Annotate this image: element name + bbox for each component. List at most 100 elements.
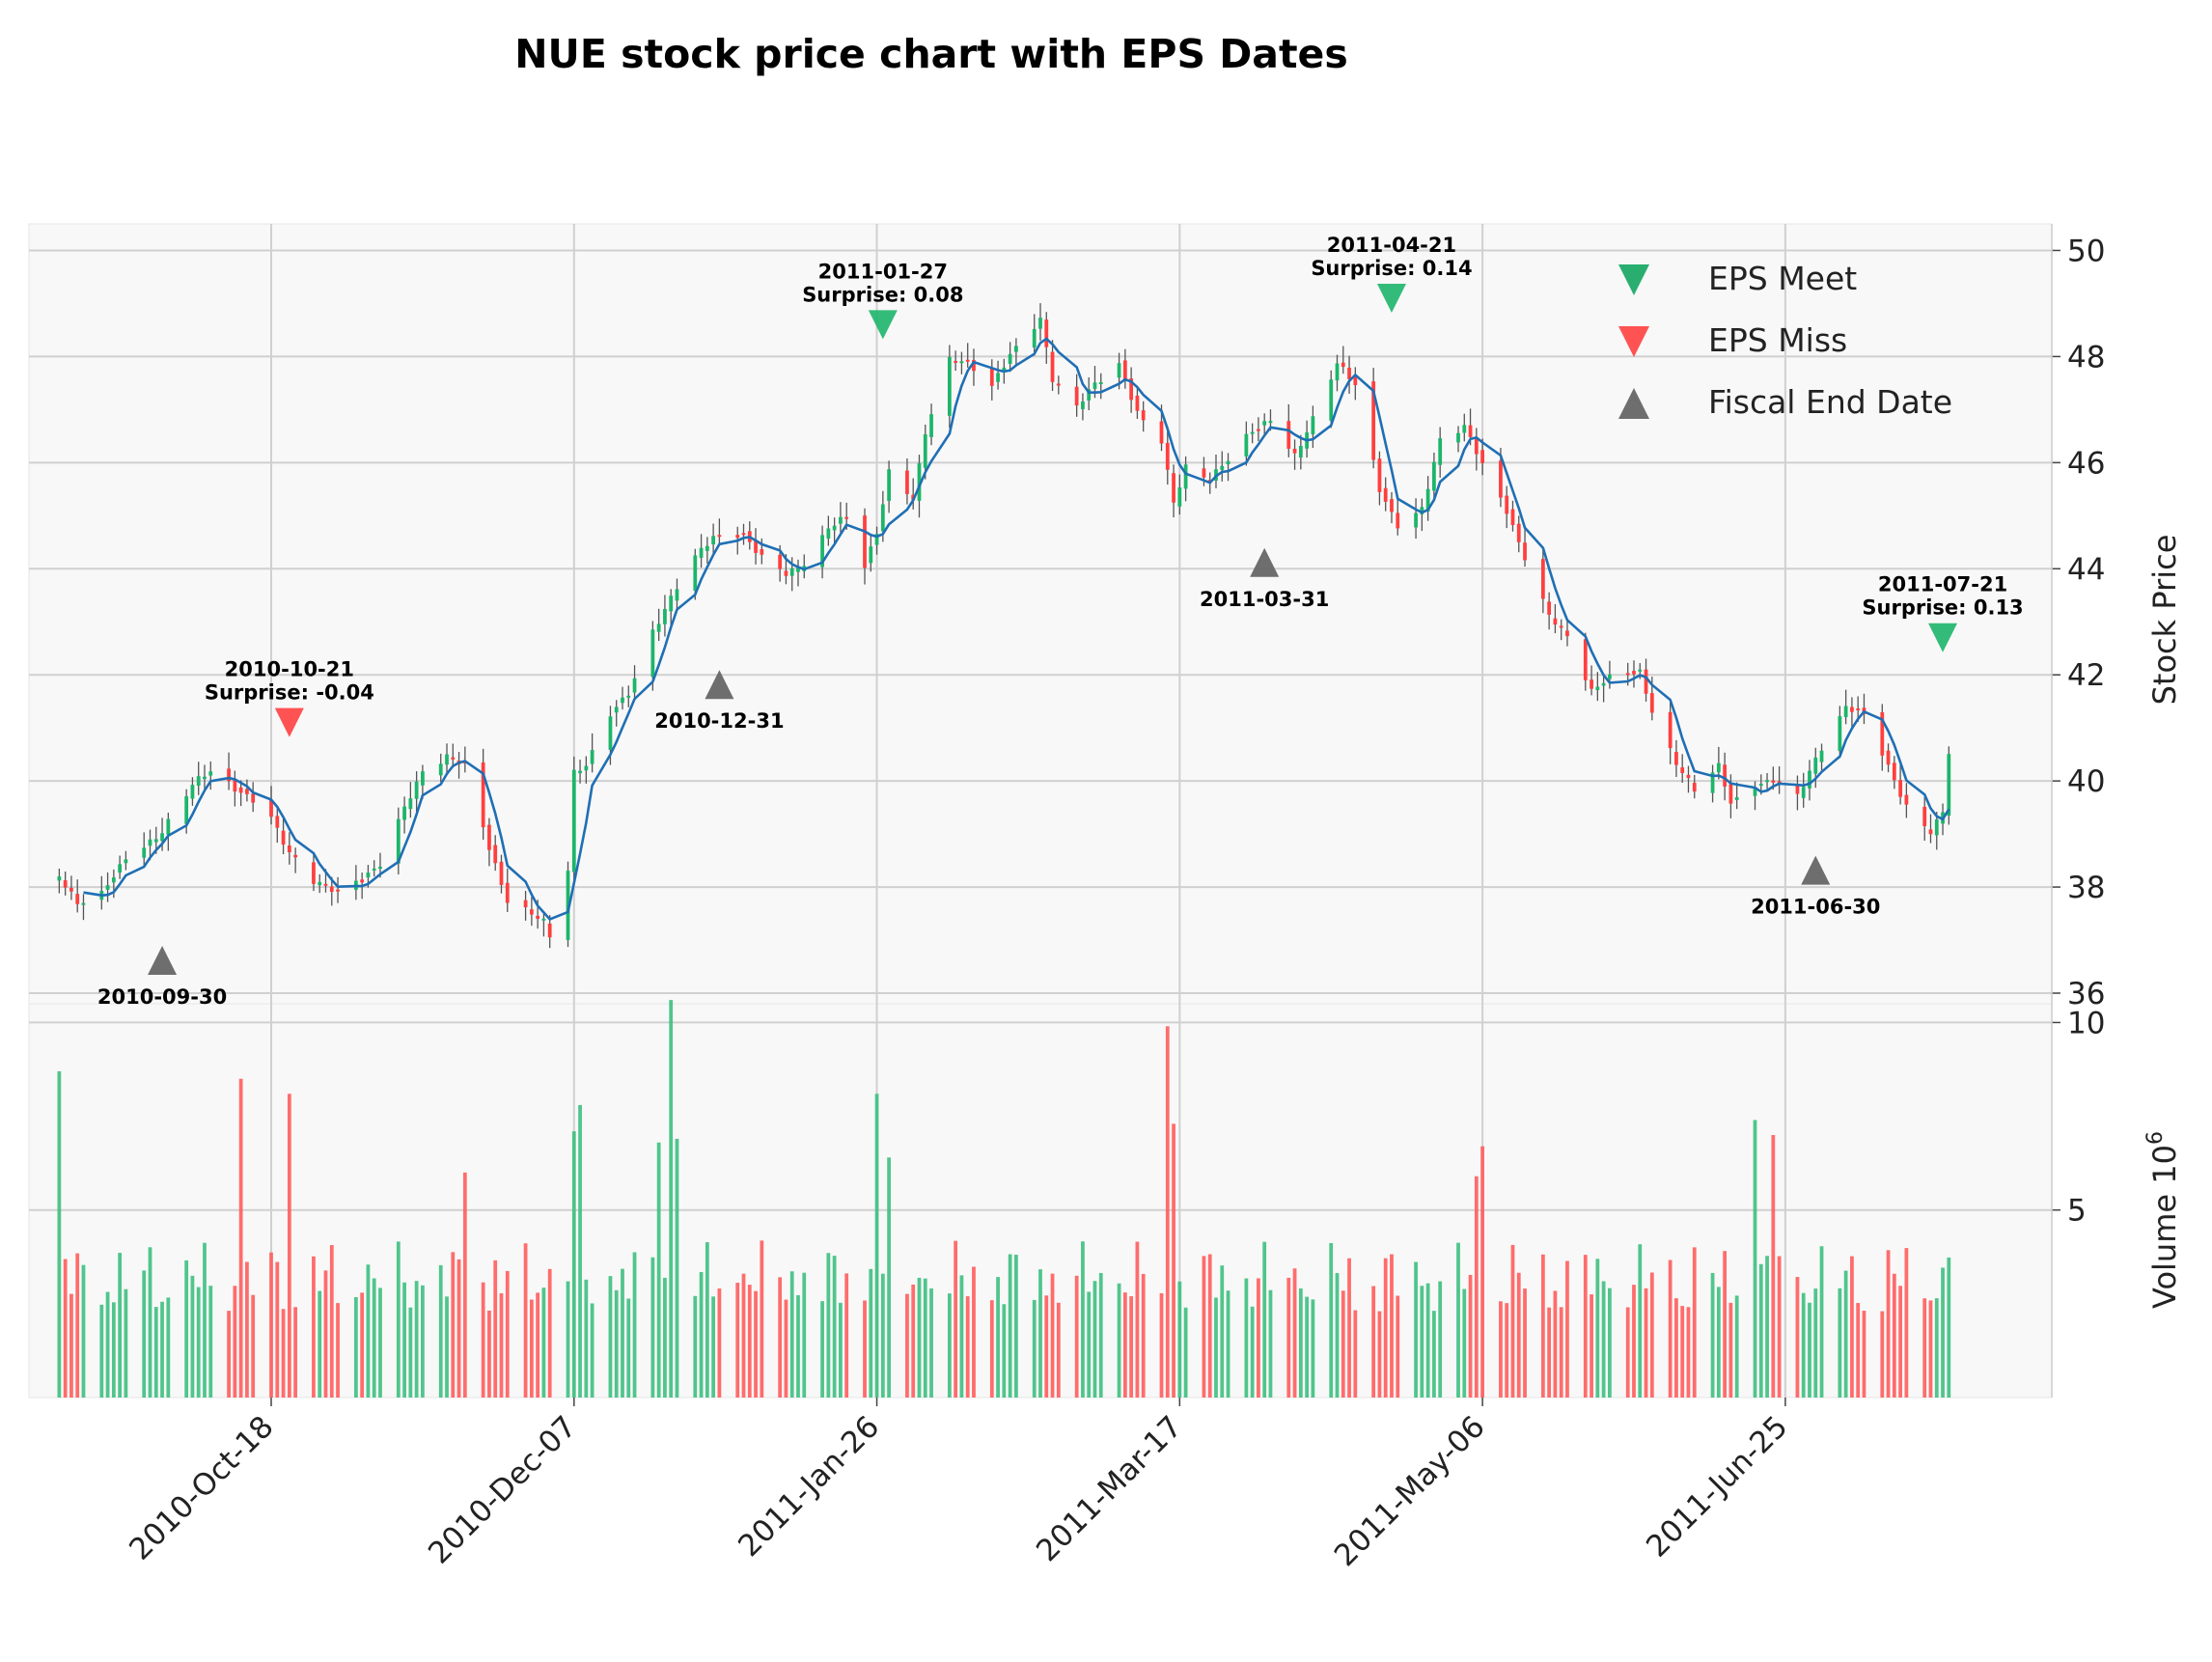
date-tick-label: 2011-Jun-25 bbox=[1640, 1409, 1794, 1564]
volume-bar bbox=[923, 1278, 927, 1398]
candle-body bbox=[832, 525, 837, 531]
volume-bar bbox=[1220, 1265, 1225, 1398]
candle-body bbox=[1396, 512, 1400, 529]
candle-body bbox=[663, 608, 667, 624]
eps-date-label: 2010-10-21 bbox=[225, 658, 354, 681]
volume-bar bbox=[1172, 1123, 1175, 1398]
volume-bar bbox=[1553, 1290, 1558, 1398]
date-tick-label: 2010-Oct-18 bbox=[123, 1409, 280, 1566]
volume-bar bbox=[1583, 1255, 1588, 1398]
candle-body bbox=[1565, 630, 1569, 637]
volume-bar bbox=[456, 1259, 461, 1398]
volume-bar bbox=[1862, 1311, 1866, 1398]
candle-body bbox=[1117, 363, 1121, 378]
candle-body bbox=[203, 776, 207, 780]
candle-body bbox=[372, 868, 376, 871]
candle-body bbox=[523, 900, 528, 908]
volume-bar bbox=[1728, 1302, 1733, 1398]
volume-bar bbox=[820, 1301, 824, 1398]
candle-body bbox=[190, 785, 195, 799]
candle-body bbox=[735, 535, 740, 539]
candle-body bbox=[1165, 442, 1170, 470]
eps-surprise-label: Surprise: 0.14 bbox=[1311, 257, 1472, 280]
candle-body bbox=[1141, 410, 1146, 421]
volume-bar bbox=[1292, 1268, 1297, 1398]
volume-bar bbox=[1801, 1292, 1806, 1398]
volume-bar bbox=[1250, 1306, 1255, 1398]
volume-bar bbox=[111, 1302, 116, 1398]
candle-body bbox=[312, 862, 316, 884]
volume-bar bbox=[1468, 1274, 1473, 1398]
candle-body bbox=[1220, 465, 1225, 470]
volume-bar bbox=[360, 1292, 365, 1398]
candle-body bbox=[1547, 601, 1552, 615]
candle-body bbox=[1298, 445, 1303, 458]
candle-body bbox=[1540, 559, 1545, 599]
fiscal-end-marker bbox=[705, 670, 734, 700]
chart-title: NUE stock price chart with EPS Dates bbox=[514, 31, 1348, 77]
volume-bar bbox=[421, 1285, 425, 1398]
volume-bar bbox=[281, 1309, 286, 1398]
volume-bar bbox=[754, 1290, 758, 1398]
candle-body bbox=[1898, 780, 1902, 797]
candle-body bbox=[1734, 796, 1739, 801]
candle-body bbox=[360, 879, 365, 883]
candle-body bbox=[989, 367, 994, 386]
candle-body bbox=[1462, 425, 1467, 433]
volume-bar bbox=[1268, 1289, 1273, 1398]
volume-bar bbox=[105, 1291, 110, 1398]
volume-bar bbox=[329, 1245, 334, 1398]
volume-bar bbox=[493, 1260, 498, 1398]
volume-bar bbox=[1008, 1254, 1012, 1398]
candle-body bbox=[445, 754, 449, 765]
volume-bar bbox=[1207, 1254, 1212, 1398]
volume-bar bbox=[578, 1104, 582, 1398]
volume-bar bbox=[408, 1307, 413, 1398]
volume-bar bbox=[905, 1293, 909, 1398]
fiscal-end-label: 2010-12-31 bbox=[654, 709, 784, 733]
candle-body bbox=[1038, 318, 1042, 329]
volume-bar bbox=[1638, 1244, 1643, 1398]
volume-bar bbox=[1438, 1281, 1443, 1398]
candle-body bbox=[1414, 512, 1418, 528]
candle-body bbox=[1377, 458, 1382, 492]
volume-bar bbox=[1668, 1260, 1673, 1398]
volume-bar bbox=[481, 1282, 485, 1398]
volume-bar bbox=[1716, 1287, 1721, 1398]
volume-bar bbox=[1135, 1241, 1140, 1398]
volume-bar bbox=[1177, 1281, 1182, 1398]
candle-body bbox=[954, 360, 958, 363]
candle-body bbox=[451, 757, 456, 760]
volume-bar bbox=[1765, 1256, 1769, 1398]
volume-bar bbox=[911, 1284, 916, 1398]
volume-bar bbox=[717, 1288, 722, 1398]
volume-bar bbox=[675, 1138, 679, 1398]
volume-bar bbox=[1480, 1146, 1484, 1398]
volume-bar bbox=[608, 1276, 613, 1398]
candle-body bbox=[826, 528, 831, 540]
candle-body bbox=[1014, 346, 1018, 352]
candle-body bbox=[1432, 461, 1436, 491]
volume-tick-label: 10 bbox=[2067, 1006, 2105, 1040]
volume-bar bbox=[1377, 1311, 1382, 1398]
candle-body bbox=[880, 504, 885, 532]
candle-body bbox=[972, 360, 976, 372]
volume-bar bbox=[874, 1094, 879, 1398]
volume-bar bbox=[917, 1277, 922, 1398]
candle-body bbox=[590, 750, 594, 764]
volume-bar bbox=[1117, 1283, 1121, 1398]
volume-bar bbox=[1396, 1295, 1400, 1398]
candle-body bbox=[741, 533, 746, 536]
price-tick-label: 38 bbox=[2067, 871, 2105, 905]
volume-bar bbox=[148, 1247, 152, 1398]
candle-body bbox=[541, 918, 546, 921]
volume-bar bbox=[208, 1286, 213, 1398]
volume-bar bbox=[529, 1299, 534, 1398]
candle-body bbox=[1625, 673, 1630, 676]
candle-body bbox=[717, 535, 722, 538]
candle-body bbox=[1341, 362, 1345, 368]
volume-bar bbox=[487, 1310, 491, 1398]
volume-bar bbox=[1129, 1296, 1134, 1398]
candle-body bbox=[1244, 433, 1249, 457]
volume-bar bbox=[118, 1253, 123, 1398]
